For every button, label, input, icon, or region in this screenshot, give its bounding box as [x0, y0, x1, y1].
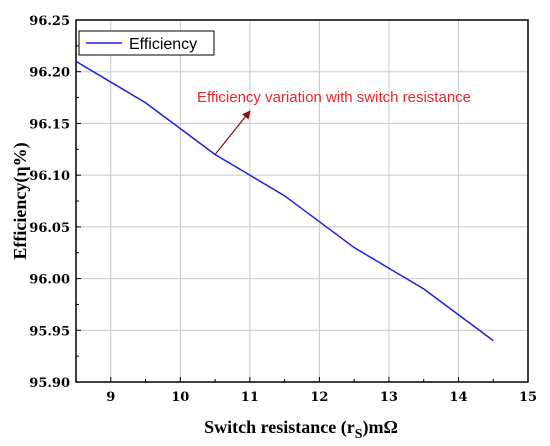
y-tick-label: 95.95	[29, 324, 70, 339]
x-tick-label: 14	[449, 390, 467, 405]
annotation: Efficiency variation with switch resista…	[197, 89, 471, 155]
grid	[76, 20, 528, 382]
plot-area-frame	[75, 19, 529, 383]
series-layer	[75, 60, 494, 342]
y-tick-label: 96.25	[29, 14, 70, 29]
annotation-text: Efficiency variation with switch resista…	[197, 89, 471, 106]
legend: Efficiency	[78, 30, 215, 56]
y-tick-label: 96.00	[29, 273, 70, 288]
legend-box	[78, 30, 215, 56]
x-tick-label: 9	[106, 390, 115, 405]
axis-ticks: 9 10 11 12 13 14 15 95.90 95.95 96.00 96.05 96.10 96…	[29, 14, 537, 405]
y-tick-label: 96.20	[29, 66, 70, 81]
legend-label-efficiency: Efficiency	[129, 36, 197, 53]
x-tick-label: 10	[171, 390, 189, 405]
y-tick-label: 95.90	[29, 376, 70, 391]
x-tick-label: 11	[241, 390, 259, 405]
y-tick-label: 96.15	[29, 117, 70, 132]
x-tick-label: 15	[519, 390, 537, 405]
y-axis-title: Efficiency(η%)	[10, 142, 31, 259]
annotation-arrow	[214, 110, 251, 155]
y-tick-label: 96.05	[29, 221, 70, 236]
y-tick-label: 96.10	[29, 169, 70, 184]
x-axis-title: Switch resistance (rS)mΩ	[204, 417, 398, 442]
x-tick-label: 12	[310, 390, 328, 405]
x-tick-label: 13	[380, 390, 398, 405]
series-line-efficiency	[75, 60, 494, 342]
